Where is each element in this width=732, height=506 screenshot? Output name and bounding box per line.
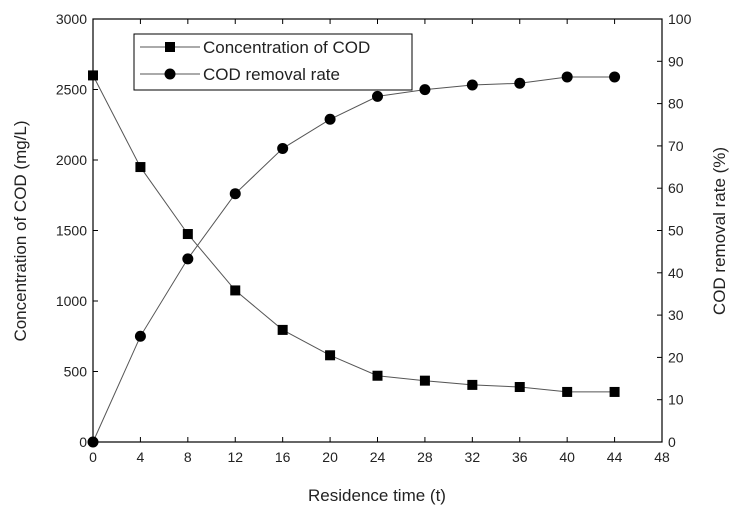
x-tick-label: 4 <box>137 449 145 465</box>
data-point-removal-rate <box>466 79 478 91</box>
data-point-concentration <box>88 70 98 81</box>
y2-tick-label: 90 <box>668 53 684 69</box>
x-tick-label: 8 <box>184 449 192 465</box>
data-point-removal-rate <box>324 113 336 125</box>
data-point-concentration <box>325 350 336 361</box>
y-axis-ticks: 0 500 1000 1500 2000 2500 3000 <box>56 11 98 450</box>
series-line-0 <box>92 75 615 393</box>
x-axis-ticks: 0 4 8 12 16 20 24 28 32 36 40 44 48 <box>89 19 670 465</box>
data-point-concentration <box>562 386 573 397</box>
y2-axis-ticks: 0 10 20 30 40 50 60 70 80 90 100 <box>657 11 692 450</box>
y-tick-label: 500 <box>64 364 88 380</box>
data-point-removal-rate <box>134 330 146 342</box>
x-axis-label: Residence time (t) <box>308 486 446 505</box>
y-tick-label: 0 <box>79 434 87 450</box>
series-layer <box>87 70 621 448</box>
x-tick-label: 48 <box>654 449 670 465</box>
x-tick-label: 40 <box>559 449 575 465</box>
series-line-1 <box>92 76 615 443</box>
data-point-concentration <box>277 324 288 335</box>
x-tick-label: 44 <box>607 449 623 465</box>
data-point-removal-rate <box>372 90 383 102</box>
y2-tick-label: 50 <box>668 223 684 239</box>
x-tick-label: 12 <box>227 449 243 465</box>
data-point-removal-rate <box>514 77 526 89</box>
y-tick-label: 2500 <box>56 82 87 98</box>
data-point-concentration <box>135 162 146 173</box>
x-tick-label: 36 <box>512 449 528 465</box>
data-point-removal-rate <box>561 71 573 83</box>
y2-axis-label: COD removal rate (%) <box>710 147 729 315</box>
data-point-concentration <box>372 370 383 381</box>
y2-tick-label: 100 <box>668 11 692 27</box>
legend: Concentration of COD COD removal rate <box>133 33 413 91</box>
legend-label-removal: COD removal rate <box>203 65 340 84</box>
legend-marker-square <box>165 42 175 52</box>
data-point-removal-rate <box>87 436 99 448</box>
y-tick-label: 3000 <box>56 11 87 27</box>
data-point-concentration <box>182 229 193 240</box>
data-point-concentration <box>514 382 525 393</box>
data-point-removal-rate <box>277 142 289 154</box>
data-point-concentration <box>467 379 478 390</box>
data-point-concentration <box>609 386 620 397</box>
y-tick-label: 1000 <box>56 293 87 309</box>
y2-tick-label: 0 <box>668 434 676 450</box>
data-point-concentration <box>419 375 430 386</box>
x-tick-label: 24 <box>370 449 386 465</box>
x-tick-label: 28 <box>417 449 433 465</box>
y-axis-label: Concentration of COD (mg/L) <box>11 120 30 341</box>
data-point-removal-rate <box>229 188 241 200</box>
y2-tick-label: 30 <box>668 307 684 323</box>
legend-marker-circle <box>164 68 176 80</box>
y-tick-label: 1500 <box>56 223 87 239</box>
data-point-removal-rate <box>419 84 431 96</box>
x-tick-label: 16 <box>275 449 291 465</box>
y2-tick-label: 80 <box>668 96 684 112</box>
x-tick-label: 0 <box>89 449 97 465</box>
y2-tick-label: 40 <box>668 265 684 281</box>
x-tick-label: 32 <box>465 449 481 465</box>
y2-tick-label: 20 <box>668 349 684 365</box>
x-tick-label: 20 <box>322 449 338 465</box>
y2-tick-label: 70 <box>668 138 684 154</box>
data-point-concentration <box>230 285 241 296</box>
y2-tick-label: 60 <box>668 180 684 196</box>
data-point-removal-rate <box>182 253 194 265</box>
y2-tick-label: 10 <box>668 392 684 408</box>
data-point-removal-rate <box>609 71 621 83</box>
y-tick-label: 2000 <box>56 152 87 168</box>
legend-box <box>133 33 413 91</box>
legend-label-concentration: Concentration of COD <box>203 38 370 57</box>
